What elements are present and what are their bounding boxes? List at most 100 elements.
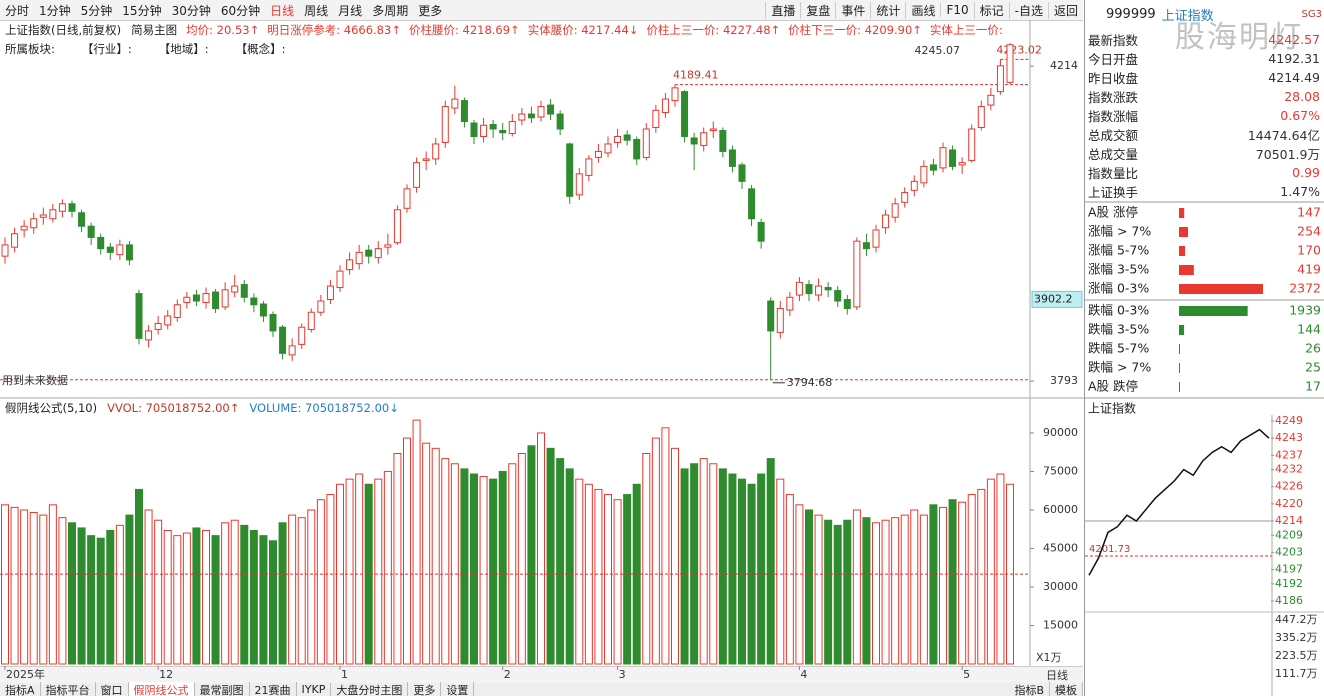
- quote-value: 14474.64亿: [1247, 128, 1320, 143]
- period-button[interactable]: 日线: [270, 3, 295, 18]
- indicator-tab[interactable]: 指标B: [1009, 681, 1050, 696]
- candle-body: [441, 106, 449, 143]
- intraday-tick-label: 4237: [1275, 448, 1303, 461]
- volume-bar: [68, 522, 76, 665]
- candle-body: [805, 284, 813, 295]
- candle-body: [202, 293, 210, 304]
- candle-body: [757, 221, 765, 242]
- indicator-tab[interactable]: 窗口: [96, 681, 129, 696]
- indicator-tab[interactable]: 21赛曲: [250, 681, 297, 696]
- volume-bar: [470, 473, 478, 665]
- breadth-count: 170: [1297, 243, 1321, 258]
- indicator-value: 价柱腰价: 4218.69↑: [408, 23, 520, 37]
- volume-bar: [498, 470, 507, 665]
- indicator-tab[interactable]: 假阴线公式: [128, 681, 195, 696]
- indicator-tab[interactable]: 设置: [441, 681, 475, 696]
- quote-header: 999999 上证指数 SG3: [1088, 4, 1322, 24]
- candle-body: [135, 293, 143, 339]
- previous-high-label: 4189.41: [673, 69, 719, 82]
- period-button[interactable]: 周线: [304, 3, 329, 18]
- volume-bar: [355, 473, 364, 665]
- date-label: 5: [963, 668, 970, 681]
- volume-bar: [173, 535, 182, 665]
- tool-button[interactable]: 复盘: [800, 1, 835, 19]
- candle-body: [594, 150, 602, 158]
- tool-button[interactable]: 标记: [973, 1, 1009, 19]
- date-label: 12: [159, 668, 173, 681]
- tool-button[interactable]: 事件: [835, 1, 870, 19]
- indicator-tab[interactable]: 指标A: [0, 681, 41, 696]
- volume-bar: [106, 530, 115, 665]
- tool-button[interactable]: 统计: [870, 1, 905, 19]
- indicator-value: 明日涨停参考: 4666.83↑: [267, 23, 401, 37]
- tool-button[interactable]: -自选: [1008, 1, 1048, 19]
- volume-header-item: VOLUME: 705018752.00↓: [249, 401, 399, 415]
- candle-body: [987, 94, 995, 106]
- candle-body: [815, 285, 823, 296]
- chart-mode[interactable]: 简易主图: [131, 23, 178, 37]
- volume-bar: [48, 504, 57, 665]
- tool-button[interactable]: 画线: [905, 1, 940, 19]
- period-button[interactable]: 5分钟: [80, 3, 113, 18]
- volume-bar: [39, 514, 48, 665]
- volume-bar: [154, 519, 163, 665]
- candle-body: [748, 188, 756, 220]
- volume-bar: [192, 527, 201, 665]
- indicator-value: 实体上三一价:: [929, 23, 1003, 37]
- candle-body: [709, 128, 717, 131]
- intraday-tick-label: 4186: [1275, 594, 1303, 607]
- cursor-price-box: [1031, 290, 1083, 308]
- volume-header-item: 假阴线公式(5,10): [5, 401, 98, 415]
- volume-bar: [431, 447, 440, 665]
- candle-body: [1, 244, 9, 257]
- indicator-tab[interactable]: 更多: [408, 681, 442, 696]
- candle-body: [920, 165, 928, 184]
- intraday-low-label: 4201.73: [1089, 544, 1130, 555]
- candle-body: [910, 180, 918, 191]
- period-button[interactable]: 60分钟: [220, 3, 261, 18]
- indicator-tab[interactable]: 最常副图: [195, 681, 250, 696]
- candle-body: [393, 209, 401, 244]
- candle-body: [853, 240, 861, 308]
- candle-body: [489, 124, 497, 130]
- quote-value: 1.47%: [1280, 184, 1320, 199]
- breadth-label: A股 涨停: [1088, 205, 1138, 220]
- candle-body: [786, 296, 794, 311]
- candle-body: [958, 162, 966, 166]
- volume-bar: [757, 473, 766, 665]
- candle-body: [623, 134, 631, 141]
- period-button[interactable]: 30分钟: [171, 3, 211, 18]
- period-button[interactable]: 1分钟: [39, 3, 71, 18]
- date-label: 2: [504, 668, 511, 681]
- quote-value: 4214.49: [1268, 70, 1320, 85]
- volume-bar: [221, 522, 230, 665]
- volume-bar: [412, 419, 421, 665]
- breadth-count: 1939: [1289, 303, 1321, 318]
- indicator-tab[interactable]: IYKP: [297, 683, 332, 696]
- breadth-count: 254: [1297, 224, 1321, 239]
- tool-button[interactable]: 直播: [765, 1, 800, 19]
- tool-button[interactable]: F10: [940, 3, 973, 17]
- indicator-tab[interactable]: 大盘分时主图: [331, 681, 409, 696]
- volume-bar: [709, 463, 718, 665]
- indicator-tab[interactable]: 指标平台: [41, 681, 96, 696]
- indicator-tab[interactable]: 模板: [1050, 681, 1083, 696]
- volume-unit: X1万: [1036, 651, 1062, 664]
- quote-value: 70501.9万: [1255, 147, 1320, 162]
- volume-bar: [718, 468, 727, 665]
- volume-tick-label: 60000: [1043, 503, 1078, 516]
- volume-bar: [843, 519, 852, 665]
- volume-bar: [958, 501, 967, 665]
- period-button[interactable]: 分时: [5, 3, 30, 18]
- period-button[interactable]: 更多: [418, 3, 443, 18]
- quote-row: 总成交量 70501.9万: [1088, 144, 1320, 163]
- tool-button[interactable]: 返回: [1047, 1, 1083, 19]
- candle-body: [192, 294, 200, 302]
- period-button[interactable]: 15分钟: [122, 3, 162, 18]
- quote-label: 昨日收盘: [1088, 71, 1139, 86]
- period-button[interactable]: 月线: [338, 3, 363, 18]
- quote-label: 指数量比: [1088, 166, 1139, 181]
- period-button[interactable]: 多周期: [372, 3, 409, 18]
- volume-bar: [422, 442, 431, 665]
- candle-body: [671, 87, 679, 102]
